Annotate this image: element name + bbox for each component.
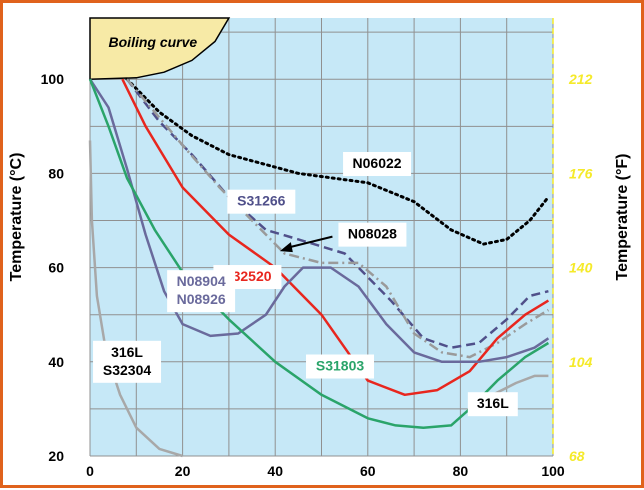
y-axis-right-ticks: 68 104 140 176 212 [568,71,593,464]
y-left-tick-label: 40 [48,354,64,370]
boiling-curve-area [89,17,231,80]
y-left-tick-label: 60 [48,260,64,276]
series-label-6: 316L [111,344,143,360]
series-line-0 [125,77,550,246]
y-axis-left-title: Temperature (°C) [8,153,25,282]
x-tick-label: 60 [360,463,376,479]
series-label-box-4 [167,270,236,313]
y-axis-left-ticks: 20 40 60 80 100 [41,71,65,464]
series-label-7: 316L [477,395,509,411]
y-right-tick-label: 140 [569,260,593,276]
series-label-4: N08904 [177,273,226,289]
series-label-1: S31266 [237,193,285,209]
series-label-box-0 [343,152,412,176]
y-left-tick-label: 20 [48,448,64,464]
series-label-2: N08028 [348,226,397,242]
x-tick-label: 40 [267,463,283,479]
y-right-tick-label: 176 [569,165,593,181]
series-label-3: S32520 [223,268,271,284]
x-axis-ticks: 0 20 40 60 80 100 [86,463,565,479]
series-lines [88,77,550,458]
series-label-box-1 [227,189,296,214]
series-label-box-7 [467,392,518,417]
series-label-box-2 [338,222,407,247]
x-tick-label: 0 [86,463,94,479]
y-left-tick-label: 100 [41,71,65,87]
boiling-curve-label: Boiling curve [109,34,198,50]
y-axis-right-title: Temperature (°F) [614,153,631,280]
y-right-tick-label: 104 [569,354,593,370]
series-label-box-5 [306,354,375,379]
y-left-tick-label: 80 [48,165,64,181]
x-tick-label: 100 [541,463,565,479]
x-tick-label: 20 [175,463,191,479]
y-right-tick-label: 68 [569,448,585,464]
series-label-6: S32304 [103,362,151,378]
series-label-5: S31803 [316,358,364,374]
arrow-line [285,235,333,250]
series-label-box-6 [93,340,162,383]
arrow-head [279,242,293,253]
arrow-pointer [279,235,333,253]
y-right-tick-label: 212 [568,71,593,87]
series-line-4 [88,78,550,364]
series-label-4: N08926 [177,291,226,307]
series-label-0: N06022 [353,155,402,171]
chart-svg: Boiling curve N06022S31266N08028S32520N0… [8,17,631,479]
series-line-1 [126,78,549,349]
x-tick-label: 80 [453,463,469,479]
